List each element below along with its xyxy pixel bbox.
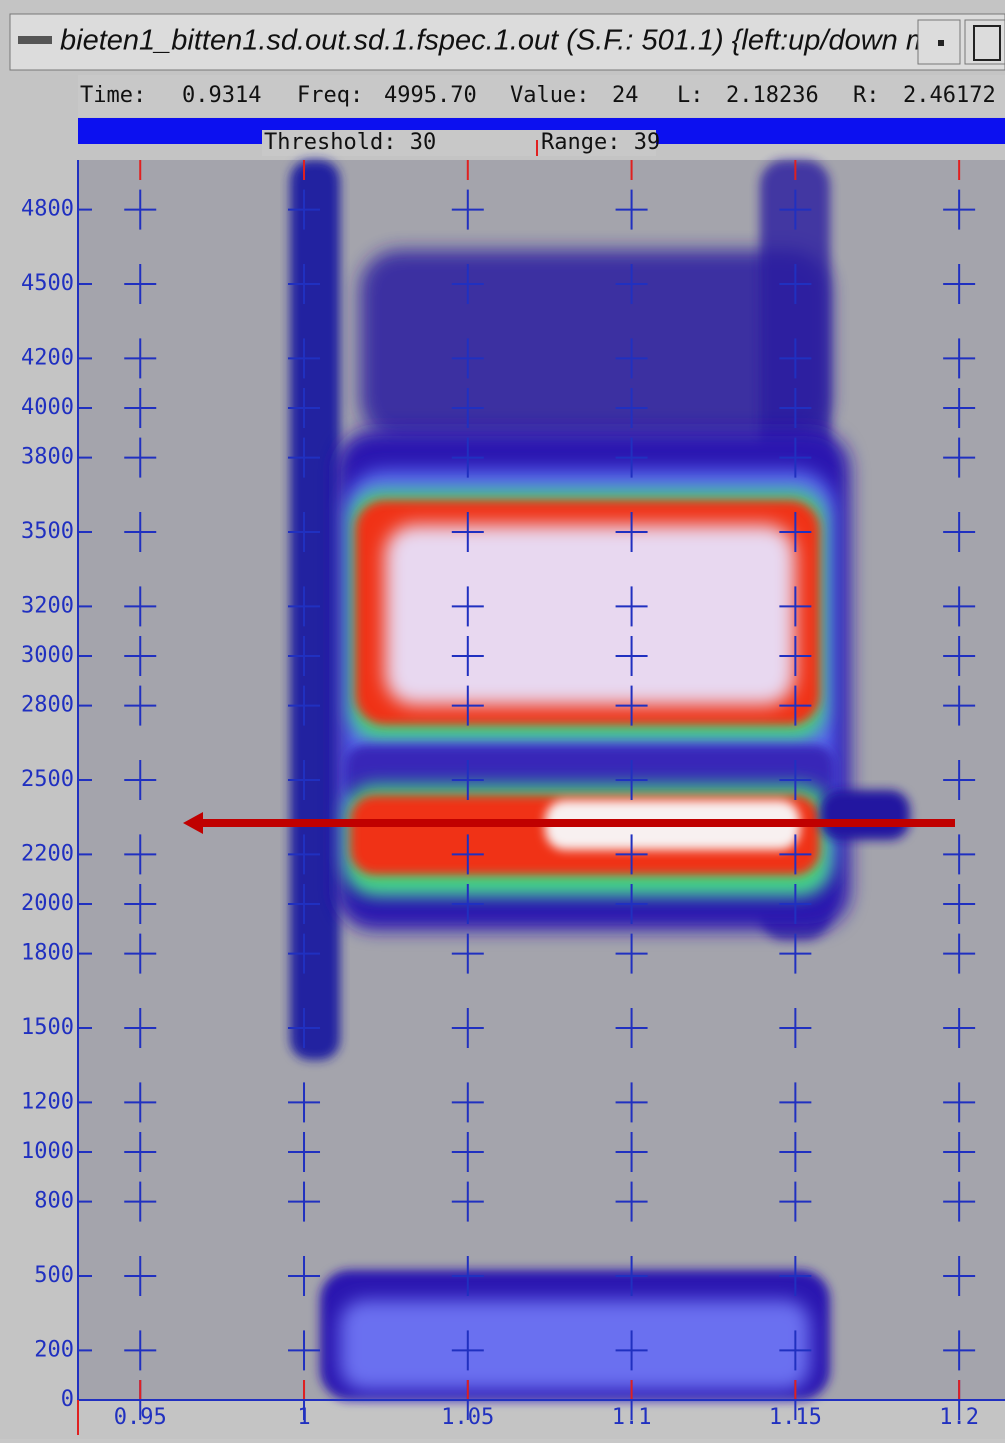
freq-label: Freq: xyxy=(297,83,363,108)
y-tick-label: 3200 xyxy=(21,593,74,618)
x-tick-label: 1.15 xyxy=(769,1405,822,1430)
y-tick-label: 3800 xyxy=(21,445,74,470)
y-tick-label: 2500 xyxy=(21,767,74,792)
spectrogram-window: bieten1_bitten1.sd.out.sd.1.fspec.1.out … xyxy=(0,0,1005,1439)
time-label: Time: xyxy=(80,83,146,108)
l-value: 2.18236 xyxy=(726,83,819,108)
energy-region xyxy=(385,525,795,705)
y-tick-label: 500 xyxy=(34,1263,74,1288)
energy-region xyxy=(290,160,340,1060)
y-tick-label: 2800 xyxy=(21,693,74,718)
y-tick-label: 2200 xyxy=(21,841,74,866)
y-tick-label: 1200 xyxy=(21,1089,74,1114)
r-value: 2.46172 xyxy=(903,83,996,108)
x-tick-label: 0.95 xyxy=(114,1405,167,1430)
y-tick-label: 3000 xyxy=(21,643,74,668)
window-title: bieten1_bitten1.sd.out.sd.1.fspec.1.out … xyxy=(60,25,930,57)
y-tick-label: 2000 xyxy=(21,891,74,916)
minimize-icon xyxy=(938,40,944,46)
l-label: L: xyxy=(677,83,704,108)
y-tick-label: 800 xyxy=(34,1189,74,1214)
y-tick-label: 3500 xyxy=(21,519,74,544)
threshold-text: Threshold: 30 xyxy=(264,130,436,155)
energy-region xyxy=(360,250,830,440)
x-tick-label: 1.2 xyxy=(939,1405,979,1430)
y-tick-label: 0 xyxy=(61,1387,74,1412)
x-tick-label: 1 xyxy=(297,1405,310,1430)
range-text: Range: 39 xyxy=(541,130,660,155)
r-label: R: xyxy=(853,83,880,108)
freq-value: 4995.70 xyxy=(384,83,477,108)
window-menu-button[interactable] xyxy=(18,36,52,44)
x-tick-label: 1.05 xyxy=(441,1405,494,1430)
y-tick-label: 4500 xyxy=(21,271,74,296)
x-tick-label: 1.1 xyxy=(612,1405,652,1430)
y-tick-label: 4200 xyxy=(21,345,74,370)
energy-region xyxy=(820,790,910,840)
y-tick-label: 1800 xyxy=(21,941,74,966)
y-tick-label: 4800 xyxy=(21,197,74,222)
y-tick-label: 1000 xyxy=(21,1139,74,1164)
energy-region xyxy=(340,1300,810,1390)
value-value: 24 xyxy=(612,83,639,108)
y-tick-label: 4000 xyxy=(21,395,74,420)
y-tick-label: 200 xyxy=(34,1337,74,1362)
time-value: 0.9314 xyxy=(182,83,261,108)
y-tick-label: 1500 xyxy=(21,1015,74,1040)
value-label: Value: xyxy=(510,83,589,108)
